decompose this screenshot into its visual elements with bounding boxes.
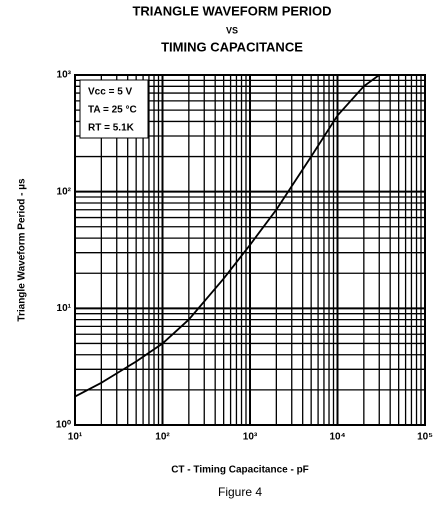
annotation: TA = 25 °C [88,105,137,116]
y-tick-label: 10¹ [57,303,72,314]
annotation-box [79,79,149,139]
x-tick-label: 10⁵ [417,432,433,443]
annotation: Vcc = 5 V [88,87,133,98]
y-axis-label: Triangle Waveform Period - µs [17,178,28,322]
caption: Figure 4 [218,485,262,499]
chart-title: TRIANGLE WAVEFORM PERIOD [132,3,331,18]
y-tick-label: 10³ [57,70,72,81]
plot-frame [74,74,426,426]
x-tick-label: 10⁴ [329,432,345,443]
x-tick-label: 10³ [243,432,258,443]
chart-title: VS [226,25,238,35]
x-tick-label: 10² [155,432,170,443]
curve [74,74,380,398]
x-axis-label: CT - Timing Capacitance - pF [171,465,309,476]
y-tick-label: 10⁰ [56,420,71,431]
y-tick-label: 10² [57,186,72,197]
annotation: RT = 5.1K [88,123,135,134]
chart-title: TIMING CAPACITANCE [161,39,303,54]
x-tick-label: 10¹ [68,432,83,443]
